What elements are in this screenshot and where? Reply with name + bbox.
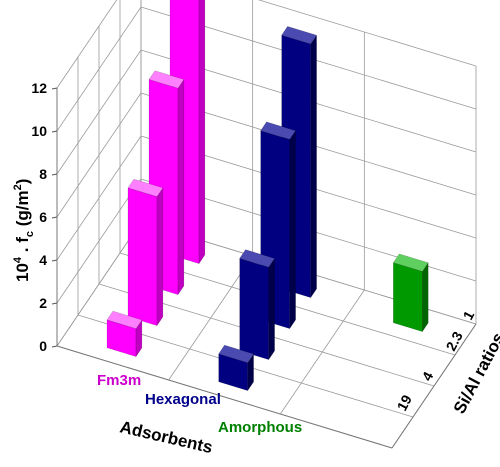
tick-layer: 0 2 4 6 8 10 12 [31, 80, 58, 354]
bar-side-fm3m-4 [156, 187, 164, 327]
y-tick-mark [51, 302, 58, 305]
y-tick-mark [51, 216, 58, 219]
ratio-label-19: 19 [394, 392, 416, 413]
y-tick-label: 8 [39, 166, 47, 182]
y-tick-label: 2 [39, 295, 47, 311]
ratio-label-1: 1 [460, 308, 478, 323]
category-label-fm3m: Fm3m [97, 372, 141, 389]
category-label-amorphous: Amorphous [218, 419, 302, 436]
axis-line-x [56, 345, 393, 449]
y-tick-mark [51, 130, 58, 133]
bar-top-fm3m-19 [106, 310, 143, 329]
ratio-label-4: 4 [419, 369, 437, 384]
bar-layer [106, 0, 429, 392]
y-tick-mark [51, 173, 58, 176]
y-tick-label: 12 [31, 80, 47, 96]
bar-top-hexagonal-1 [281, 26, 317, 45]
y-tick-mark [51, 87, 58, 90]
axis-line-z [391, 323, 477, 449]
bar-side-fm3m-1 [198, 0, 206, 265]
bar-top-fm3m-4 [127, 178, 164, 197]
y-tick-label: 4 [39, 252, 47, 268]
y-tick-mark [51, 345, 58, 348]
bar-side-hexagonal-1 [310, 34, 317, 299]
bar-side-hexagonal-4 [268, 257, 275, 361]
bar-front-fm3m-4 [127, 187, 158, 326]
y-tick-label: 6 [39, 209, 47, 225]
x-axis-title: Adsorbents [118, 417, 214, 457]
y-tick-label: 10 [31, 123, 47, 139]
bar-top-amorphous-1 [392, 253, 429, 272]
bar-top-hexagonal-2-3 [260, 121, 296, 140]
bar-top-fm3m-2-3 [148, 70, 185, 89]
y-tick-mark [51, 259, 58, 262]
ratio-label-2-3: 2.3 [443, 329, 466, 354]
y-axis-title: 104 . fc (g/m2) [12, 179, 36, 282]
grid-line-back-wall [257, 0, 477, 67]
bar-front-hexagonal-4 [239, 257, 269, 360]
bar-top-hexagonal-4 [239, 249, 275, 268]
bar-side-fm3m-2-3 [177, 78, 185, 296]
bar-top-hexagonal-19 [218, 344, 254, 363]
bar-side-hexagonal-2-3 [289, 129, 296, 330]
y-tick-label: 0 [39, 338, 47, 354]
bar-side-amorphous-1 [422, 261, 429, 333]
category-label-hexagonal: Hexagonal [145, 391, 221, 408]
bar-front-amorphous-1 [393, 262, 423, 332]
